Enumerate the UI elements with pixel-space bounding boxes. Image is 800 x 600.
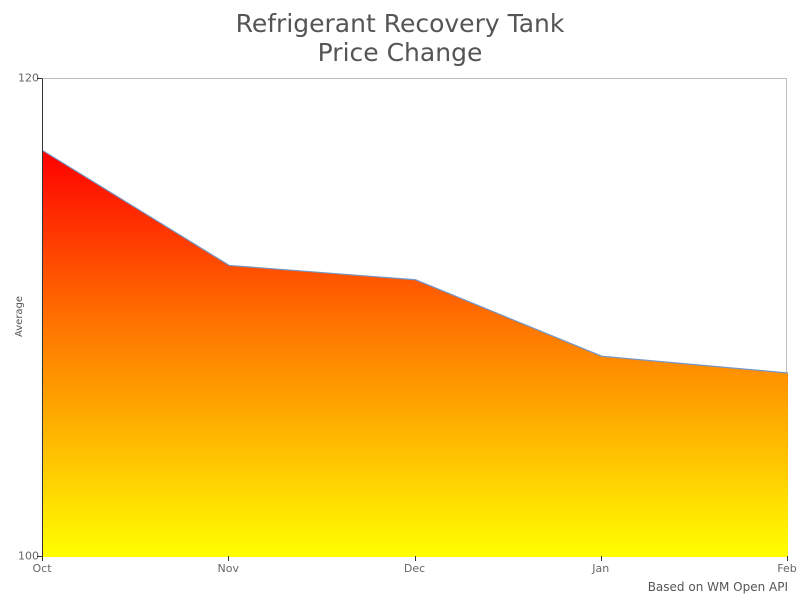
y-tick-label: 100	[18, 550, 38, 563]
x-tick-label: Feb	[777, 562, 796, 575]
y-axis-label: Average	[14, 296, 25, 337]
title-line-2: Price Change	[318, 38, 483, 67]
footer-text: Based on WM Open API	[648, 580, 788, 594]
area-fill	[43, 151, 788, 557]
chart-title: Refrigerant Recovery Tank Price Change	[0, 10, 800, 68]
x-tick-label: Jan	[592, 562, 609, 575]
y-tick-mark	[37, 78, 42, 79]
x-tick-mark	[42, 556, 43, 561]
x-tick-mark	[787, 556, 788, 561]
title-line-1: Refrigerant Recovery Tank	[236, 9, 565, 38]
y-tick-label: 120	[18, 72, 38, 85]
x-tick-mark	[601, 556, 602, 561]
x-tick-label: Oct	[32, 562, 51, 575]
x-tick-mark	[228, 556, 229, 561]
area-chart-svg	[43, 79, 788, 557]
x-tick-mark	[415, 556, 416, 561]
x-tick-label: Nov	[218, 562, 239, 575]
x-tick-label: Dec	[404, 562, 425, 575]
plot-area	[42, 78, 787, 556]
